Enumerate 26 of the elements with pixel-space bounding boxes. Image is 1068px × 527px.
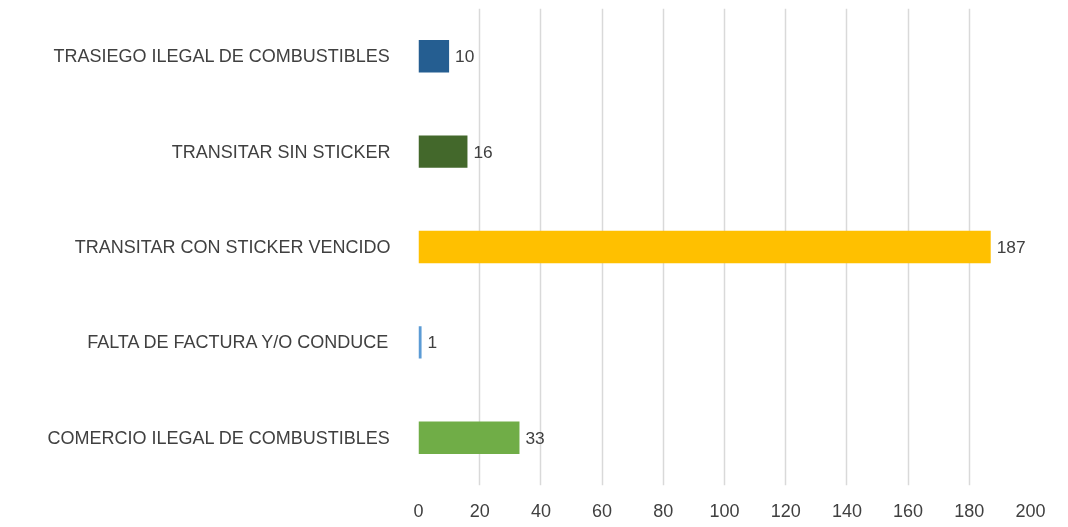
bar	[418, 326, 422, 359]
data-label: 10	[455, 46, 475, 67]
x-tick-label: 180	[954, 500, 985, 521]
y-tick-label: TRASIEGO ILEGAL DE COMBUSTIBLES	[53, 46, 390, 67]
x-tick-label: 40	[530, 500, 551, 521]
bar	[418, 39, 450, 73]
data-label: 16	[473, 141, 493, 162]
x-tick-label: 160	[893, 500, 924, 521]
y-tick-label: FALTA DE FACTURA Y/O CONDUCE	[87, 332, 389, 353]
data-label: 1	[427, 332, 438, 353]
x-tick-label: 80	[653, 500, 674, 521]
x-tick-label: 140	[831, 500, 862, 521]
x-tick-label: 100	[709, 500, 740, 521]
x-tick-label: 20	[469, 500, 490, 521]
y-tick-label: TRANSITAR CON STICKER VENCIDO	[74, 237, 391, 257]
x-tick-label: 60	[592, 500, 613, 521]
x-tick-label: 0	[413, 500, 424, 521]
data-label: 33	[525, 427, 545, 448]
bar	[418, 421, 520, 455]
bar	[418, 135, 468, 168]
y-tick-label: TRANSITAR SIN STICKER	[171, 141, 391, 162]
y-tick-label: COMERCIO ILEGAL DE COMBUSTIBLES	[47, 427, 390, 448]
data-label: 187	[996, 237, 1026, 257]
x-tick-label: 200	[1015, 500, 1046, 521]
bar	[418, 230, 991, 264]
x-tick-label: 120	[770, 500, 801, 521]
